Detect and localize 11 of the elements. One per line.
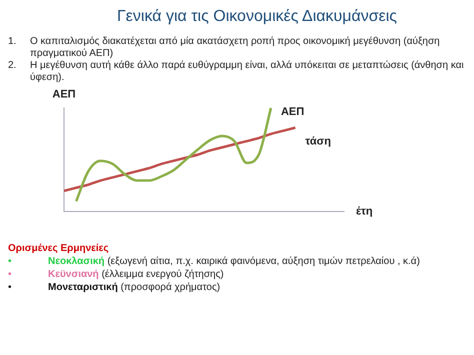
- series-label: ΑΕΠ: [280, 106, 304, 118]
- text: 1. Ο καπιταλισμός διακατέχεται από μία ακατάσχετη ροπή προς οικονομική μεγέθυνση (αύξηση πραγματικού ΑΕΠ): [8, 36, 440, 59]
- y-axis-title: ΑΕΠ: [52, 88, 76, 101]
- x-axis-title: έτη: [356, 206, 373, 218]
- series-label: τάση: [305, 136, 332, 148]
- text: • Νεοκλασική (εξωγενή αίτια, π.χ. καιρικά φαινόμενα, αύξηση τιμών πετρελαίου , κ.ά): [8, 256, 420, 267]
- text: • Μονεταριστική (προσφορά χρήματος): [8, 282, 220, 293]
- text: 2. Η μεγέθυνση αυτή κάθε άλλο παρά ευθύγραμμη είναι, αλλά υπόκειται σε μεταπτώσεις (άνθηση και ύφεση).: [8, 60, 464, 83]
- text: • Κεϋνσιανή (έλλειμμα ενεργού ζήτησης): [8, 269, 224, 280]
- chart-title: Γενικά για τις Οικονομικές Διακυμάνσεις: [116, 8, 398, 26]
- text: Ορισμένες Ερμηνείες: [8, 242, 110, 255]
